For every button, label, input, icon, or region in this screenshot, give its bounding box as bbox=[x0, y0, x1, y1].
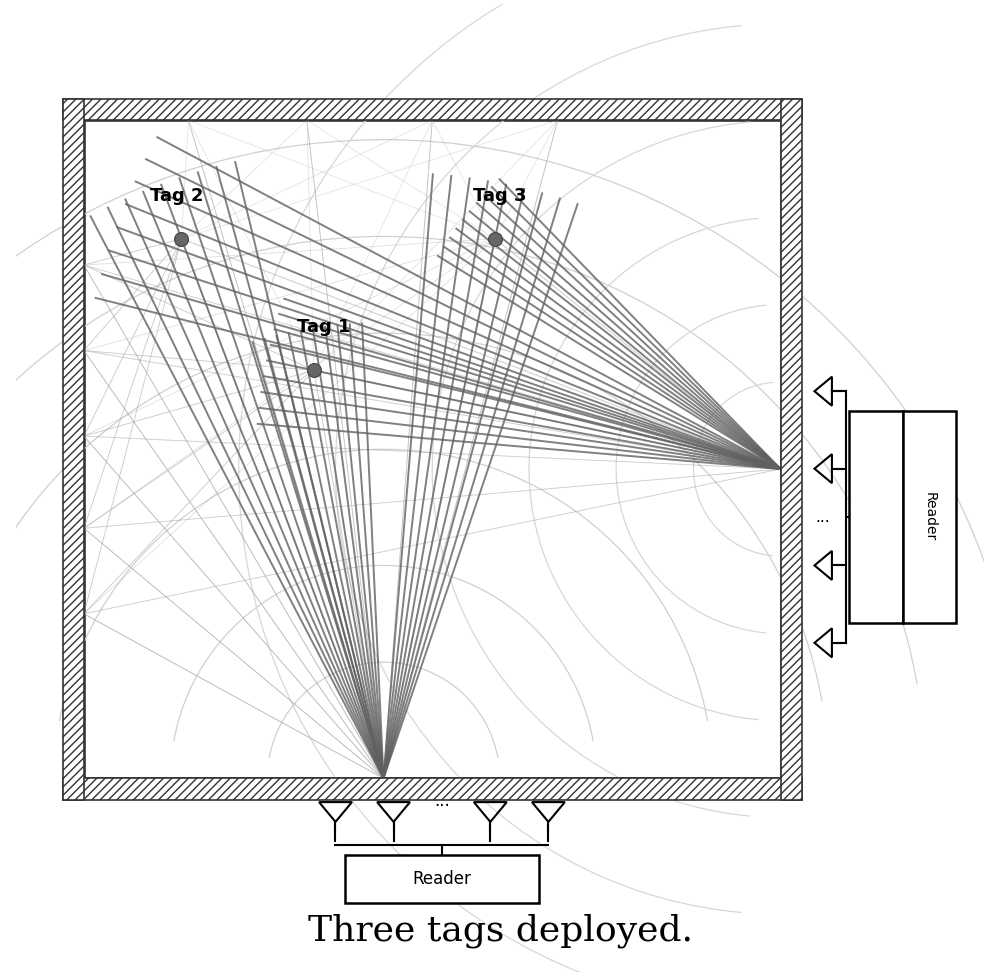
Text: Tag 1: Tag 1 bbox=[297, 318, 350, 337]
Text: Reader: Reader bbox=[922, 493, 936, 542]
Bar bbox=[345, 855, 539, 903]
Bar bbox=[903, 411, 956, 624]
Bar bbox=[781, 99, 802, 799]
Bar bbox=[63, 99, 84, 799]
Text: ...: ... bbox=[434, 792, 450, 809]
Text: Tag 3: Tag 3 bbox=[473, 186, 527, 205]
Text: ...: ... bbox=[815, 509, 830, 524]
Text: Three tags deployed.: Three tags deployed. bbox=[308, 914, 692, 948]
Bar bbox=[63, 99, 802, 120]
Text: Tag 2: Tag 2 bbox=[150, 186, 203, 205]
Text: Reader: Reader bbox=[413, 870, 471, 888]
Bar bbox=[849, 411, 903, 624]
Bar bbox=[84, 120, 781, 778]
Bar bbox=[63, 778, 802, 799]
